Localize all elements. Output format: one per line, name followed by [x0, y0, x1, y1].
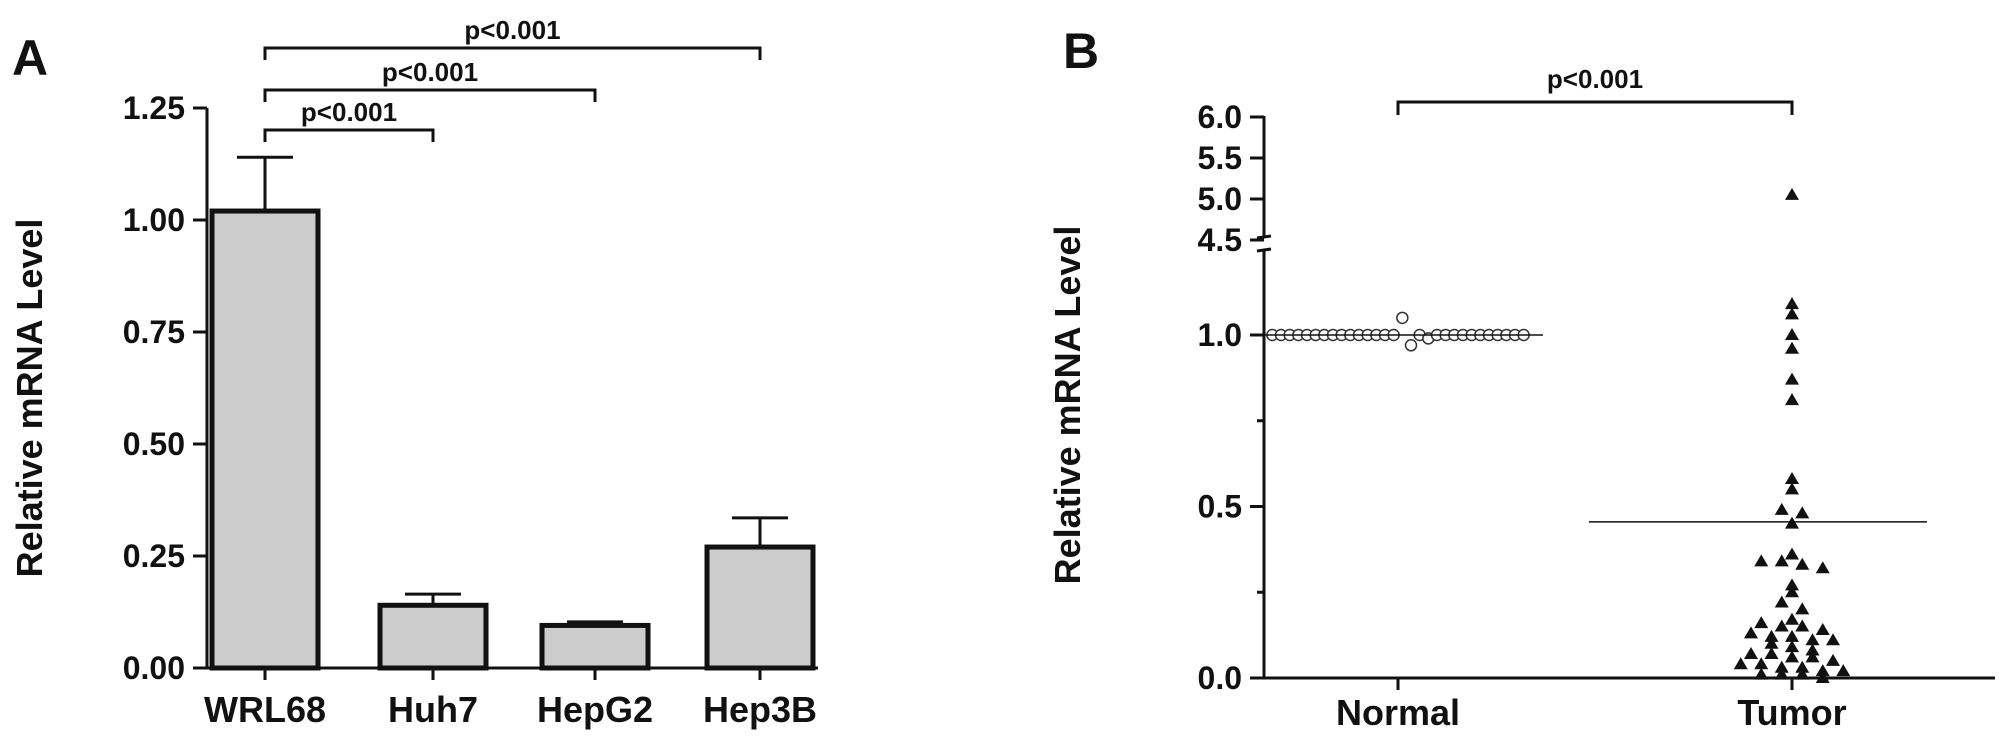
category-label: Normal	[1336, 692, 1460, 733]
panel-a-bars	[209, 155, 816, 680]
panel-b-letter: B	[1063, 23, 1099, 79]
significance-bracket	[263, 88, 597, 102]
y-tick-label: 0.5	[1198, 489, 1242, 525]
tumor-point	[1774, 595, 1789, 608]
y-tick-label: 5.0	[1198, 181, 1242, 217]
panel-b-significance-brackets: p<0.001	[1396, 64, 1794, 115]
p-value-label: p<0.001	[1547, 64, 1643, 94]
tumor-point	[1785, 547, 1799, 560]
tumor-point	[1785, 612, 1799, 625]
panel-a: A Relative mRNA Level 0.00 0.25 0.50 0.75 1.…	[9, 15, 818, 730]
category-label: HepG2	[537, 689, 653, 730]
panel-b-category-labels: Normal Tumor	[1336, 692, 1847, 733]
panel-b: B Relative mRNA Level 0.0 0.5 1.0 4.5 5.0 5.5…	[1047, 23, 1995, 733]
tumor-point	[1795, 506, 1810, 519]
y-tick-label: 6.0	[1198, 99, 1242, 135]
p-value-label: p<0.001	[464, 15, 560, 45]
tumor-point	[1764, 636, 1779, 649]
tumor-point	[1805, 633, 1820, 646]
tumor-point	[1764, 629, 1779, 642]
tumor-point	[1805, 650, 1820, 663]
significance-bracket	[263, 128, 435, 142]
tumor-point	[1754, 616, 1769, 629]
normal-point	[1396, 311, 1409, 325]
tumor-point	[1744, 646, 1758, 659]
tumor-point	[1785, 472, 1799, 485]
y-tick-label: 0.25	[123, 538, 185, 574]
tumor-point	[1733, 657, 1748, 670]
panel-a-category-labels: WRL68 Huh7 HepG2 Hep3B	[204, 689, 817, 730]
bar	[377, 602, 489, 671]
bar	[704, 544, 816, 671]
tumor-point	[1805, 643, 1820, 656]
tumor-point	[1785, 578, 1799, 591]
y-tick-label: 0.75	[123, 314, 185, 350]
panel-b-points	[1253, 187, 1927, 690]
y-tick-label: 4.5	[1198, 222, 1242, 258]
tumor-point	[1774, 667, 1789, 680]
tumor-point	[1785, 297, 1799, 310]
category-label: Hep3B	[703, 689, 817, 730]
tumor-point	[1795, 667, 1810, 680]
tumor-point	[1754, 667, 1769, 680]
p-value-label: p<0.001	[301, 97, 397, 127]
tumor-point	[1795, 619, 1810, 632]
tumor-point	[1785, 482, 1799, 495]
y-tick-label: 0.0	[1198, 660, 1242, 696]
panel-b-y-axis-label: Relative mRNA Level	[1047, 226, 1088, 585]
tumor-point	[1754, 657, 1769, 670]
tumor-point	[1836, 664, 1851, 677]
p-value-label: p<0.001	[382, 57, 478, 87]
tumor-point	[1785, 341, 1799, 354]
category-label: Huh7	[388, 689, 478, 730]
panel-a-significance-brackets: p<0.001 p<0.001 p<0.001	[263, 15, 762, 142]
tumor-point	[1795, 660, 1810, 673]
tumor-point	[1815, 671, 1830, 683]
significance-bracket	[1396, 100, 1794, 115]
tumor-point	[1785, 629, 1799, 642]
tumor-point	[1785, 585, 1799, 598]
tumor-point	[1785, 640, 1799, 653]
tumor-point	[1795, 602, 1810, 615]
tumor-point	[1764, 646, 1779, 659]
tumor-point	[1754, 554, 1769, 567]
normal-point	[1404, 339, 1418, 352]
tumor-point	[1785, 187, 1799, 200]
tumor-point	[1826, 633, 1840, 646]
tumor-point	[1785, 393, 1799, 406]
panel-b-axis-break-mark	[1256, 247, 1272, 253]
y-tick-label: 0.50	[123, 426, 185, 462]
y-tick-label: 1.00	[123, 202, 185, 238]
tumor-point	[1774, 660, 1789, 673]
tumor-point	[1815, 664, 1830, 677]
tumor-point	[1774, 502, 1789, 515]
tumor-point	[1774, 554, 1789, 567]
category-label: Tumor	[1737, 692, 1846, 733]
y-tick-label: 5.5	[1198, 140, 1242, 176]
tumor-point	[1785, 650, 1799, 663]
panel-a-y-axis-label: Relative mRNA Level	[9, 219, 50, 578]
category-label: WRL68	[204, 689, 326, 730]
tumor-point	[1744, 626, 1758, 639]
y-tick-label: 1.25	[123, 90, 185, 126]
panel-a-y-ticks: 0.00 0.25 0.50 0.75 1.00 1.25	[123, 90, 207, 686]
significance-bracket	[263, 46, 762, 60]
panel-b-axis-break-mark	[1256, 234, 1272, 240]
tumor-point	[1826, 653, 1840, 666]
panel-b-y-ticks: 0.0 0.5 1.0 4.5 5.0 5.5 6.0	[1198, 99, 1264, 696]
y-tick-label: 0.00	[123, 650, 185, 686]
bar	[539, 622, 651, 671]
tumor-point	[1785, 372, 1799, 385]
tumor-point	[1774, 619, 1789, 632]
tumor-point	[1785, 307, 1799, 320]
y-tick-label: 1.0	[1198, 317, 1242, 353]
bar	[209, 208, 321, 671]
tumor-point	[1785, 328, 1799, 340]
tumor-point	[1815, 622, 1830, 635]
tumor-point	[1795, 557, 1810, 570]
tumor-point	[1815, 561, 1830, 574]
panel-a-letter: A	[12, 30, 48, 86]
